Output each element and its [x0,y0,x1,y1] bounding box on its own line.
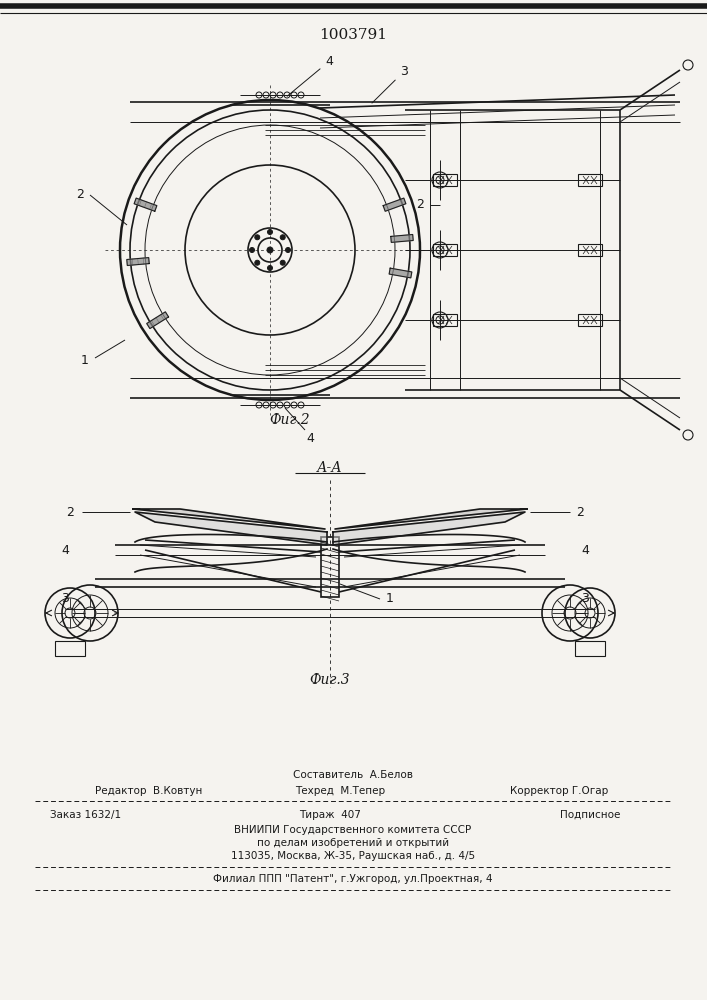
Text: 4: 4 [61,544,69,556]
Circle shape [267,247,273,253]
Text: 1: 1 [81,354,89,366]
Text: 3: 3 [61,592,69,605]
Text: Редактор  В.Ковтун: Редактор В.Ковтун [95,786,202,796]
Text: 2: 2 [76,188,84,202]
Text: ВНИИПИ Государственного комитета СССР: ВНИИПИ Государственного комитета СССР [235,825,472,835]
Polygon shape [133,509,325,529]
Text: 113035, Москва, Ж-35, Раушская наб., д. 4/5: 113035, Москва, Ж-35, Раушская наб., д. … [231,851,475,861]
Text: Подписное: Подписное [560,810,620,820]
Bar [578,174,602,186]
Text: 1: 1 [386,592,394,605]
Text: 2: 2 [66,506,74,518]
Text: Фиг.2: Фиг.2 [269,413,310,427]
Bar [575,641,605,656]
Text: 4: 4 [287,55,333,96]
Polygon shape [391,235,413,242]
Circle shape [267,265,272,270]
Bar [578,244,602,256]
Polygon shape [135,512,327,545]
Text: 2: 2 [576,506,584,518]
Text: Фиг.3: Фиг.3 [310,673,350,687]
Text: 1003791: 1003791 [319,28,387,42]
Text: 3: 3 [372,65,408,103]
Text: А-А: А-А [317,461,343,475]
Text: 4: 4 [581,544,589,556]
Bar [433,314,457,326]
Polygon shape [134,198,157,211]
Text: Корректор Г.Огар: Корректор Г.Огар [510,786,608,796]
Polygon shape [333,512,525,545]
Circle shape [255,260,259,265]
Circle shape [286,247,291,252]
Text: 3: 3 [581,592,589,605]
Polygon shape [147,312,168,329]
Bar [578,314,602,326]
Text: Составитель  А.Белов: Составитель А.Белов [293,770,413,780]
Text: Филиал ППП "Патент", г.Ужгород, ул.Проектная, 4: Филиал ППП "Патент", г.Ужгород, ул.Проек… [214,874,493,884]
Bar [55,641,85,656]
Polygon shape [389,268,412,278]
Circle shape [280,260,285,265]
Text: 2: 2 [416,198,424,212]
Circle shape [255,235,259,240]
Circle shape [280,235,285,240]
Bar [321,537,339,597]
Circle shape [250,247,255,252]
Text: Тираж  407: Тираж 407 [299,810,361,820]
Polygon shape [127,258,149,265]
Text: 4: 4 [306,432,314,444]
Circle shape [267,230,272,234]
Bar [433,244,457,256]
Polygon shape [335,509,527,529]
Bar [433,174,457,186]
Text: Техред  М.Тепер: Техред М.Тепер [295,786,385,796]
Text: Заказ 1632/1: Заказ 1632/1 [50,810,121,820]
Text: по делам изобретений и открытий: по делам изобретений и открытий [257,838,449,848]
Polygon shape [383,198,406,211]
